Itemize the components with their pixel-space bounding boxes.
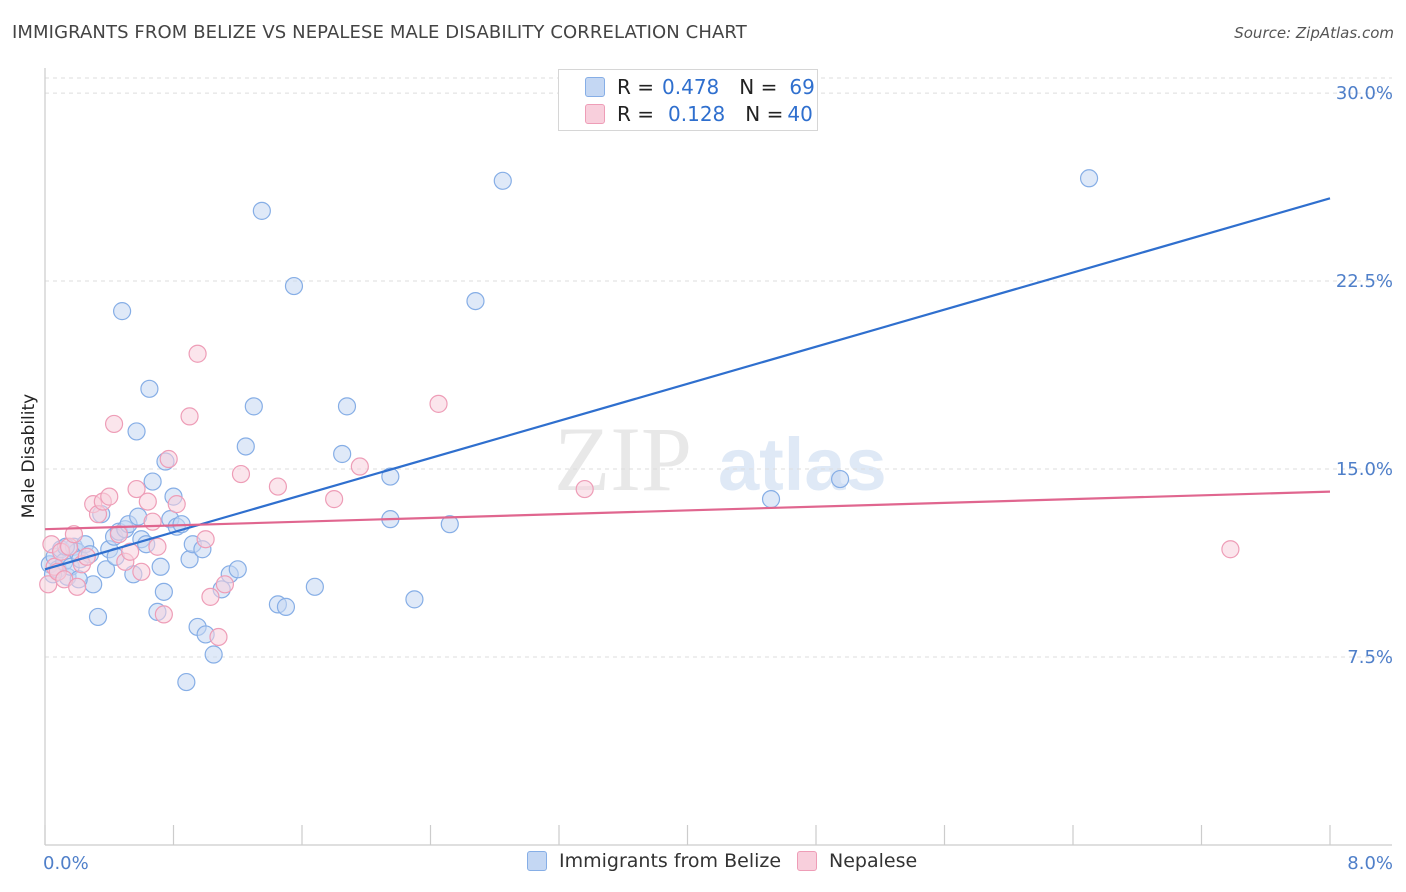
data-point-belize	[177, 672, 196, 692]
data-point-nepalese	[209, 627, 228, 647]
legend-swatch-nepalese	[585, 104, 605, 124]
legend-swatch-belize	[585, 77, 605, 97]
data-point-nepalese	[180, 407, 199, 426]
data-point-nepalese	[1221, 540, 1240, 559]
legend-n-value: 69	[789, 75, 815, 99]
data-point-nepalese	[268, 477, 288, 496]
legend-r-label: R =	[617, 102, 655, 126]
data-point-belize	[88, 607, 108, 627]
data-point-nepalese	[231, 464, 251, 484]
data-point-belize	[466, 292, 485, 311]
data-point-belize	[337, 397, 357, 416]
data-point-belize	[761, 490, 781, 509]
data-point-nepalese	[188, 344, 207, 363]
legend-row-belize: R = 0.478 N = 69	[585, 74, 815, 100]
data-point-nepalese	[121, 542, 140, 561]
data-point-belize	[244, 397, 263, 416]
trend-line-nepalese	[44, 490, 1331, 531]
data-point-belize	[143, 472, 162, 491]
data-point-nepalese	[350, 457, 369, 476]
data-point-nepalese	[132, 562, 151, 581]
data-point-nepalese	[196, 530, 215, 549]
data-point-nepalese	[100, 487, 119, 506]
data-point-belize	[440, 515, 459, 534]
data-point-nepalese	[201, 587, 220, 606]
watermark-zip: ZIP	[554, 408, 692, 510]
y-tick-label: 22.5%	[1336, 271, 1393, 292]
y-tick-label: 30.0%	[1336, 83, 1393, 104]
y-axis-label: Male Disability	[19, 394, 39, 518]
data-point-nepalese	[148, 537, 167, 556]
data-point-nepalese	[575, 479, 594, 499]
data-point-nepalese	[64, 525, 84, 544]
watermark-atlas: atlas	[718, 423, 887, 506]
y-tick-label: 7.5%	[1347, 647, 1393, 668]
data-point-belize	[112, 302, 132, 321]
data-point-belize	[276, 597, 296, 616]
y-tick-label: 15.0%	[1336, 459, 1393, 480]
axis-labels: 7.5% 15.0% 22.5% 30.0% 0.0% 8.0% Male Disabili…	[19, 83, 1393, 874]
data-point-belize	[204, 645, 223, 664]
bottom-legend: Immigrants from Belize Nepalese	[0, 850, 1406, 878]
legend-r-value: 0.128	[668, 102, 726, 126]
legend-n-label: N =	[745, 102, 784, 126]
data-point-belize	[830, 469, 850, 489]
trend-lines	[44, 197, 1331, 571]
data-point-nepalese	[127, 479, 146, 499]
data-point-nepalese	[159, 449, 178, 469]
source-label: Source: ZipAtlas.com	[1234, 24, 1394, 42]
data-point-belize	[140, 379, 159, 398]
data-point-nepalese	[109, 525, 128, 544]
legend-r-value: 0.478	[662, 75, 720, 99]
data-point-belize	[236, 437, 255, 456]
data-point-nepalese	[104, 414, 124, 434]
data-point-belize	[154, 582, 173, 601]
x-tick-label: 8.0%	[1347, 853, 1393, 874]
data-point-belize	[493, 171, 512, 190]
data-point-belize	[96, 560, 116, 579]
trend-line-belize	[44, 197, 1331, 571]
legend-r-label: R =	[617, 75, 655, 99]
data-point-belize	[127, 422, 146, 441]
data-point-belize	[405, 590, 424, 609]
data-point-nepalese	[167, 495, 186, 514]
data-point-belize	[1079, 169, 1099, 188]
axes	[44, 68, 1392, 846]
chart-title: IMMIGRANTS FROM BELIZE VS NEPALESE MALE …	[12, 22, 747, 43]
series-nepalese-points	[39, 344, 1240, 647]
bottom-swatch-nepalese	[797, 851, 817, 871]
data-point-belize	[252, 201, 271, 220]
data-point-nepalese	[143, 512, 162, 531]
data-point-nepalese	[215, 575, 234, 594]
data-point-belize	[305, 577, 324, 596]
legend-n-value: 40	[787, 102, 813, 126]
bottom-legend-nepalese-label: Nepalese	[829, 850, 918, 872]
bottom-swatch-belize	[527, 851, 547, 871]
legend-n-label: N =	[739, 75, 778, 99]
data-point-nepalese	[154, 605, 173, 624]
bottom-legend-belize: Immigrants from Belize	[527, 850, 781, 872]
watermark: ZIP atlas	[554, 408, 887, 510]
data-point-nepalese	[429, 394, 448, 413]
data-point-belize	[151, 557, 170, 576]
legend: R = 0.478 N = 69 R = 0.128 N = 40	[558, 69, 818, 131]
data-point-nepalese	[68, 577, 87, 596]
bottom-legend-nepalese: Nepalese	[797, 850, 917, 872]
grid	[45, 77, 1392, 658]
data-point-belize	[381, 467, 400, 486]
x-tick-label: 0.0%	[43, 853, 89, 874]
bottom-legend-belize-label: Immigrants from Belize	[559, 850, 782, 872]
data-point-belize	[333, 444, 352, 464]
legend-row-nepalese: R = 0.128 N = 40	[585, 101, 813, 127]
data-point-belize	[228, 560, 247, 579]
data-point-nepalese	[325, 490, 344, 509]
data-point-belize	[284, 276, 304, 296]
data-point-nepalese	[138, 492, 157, 511]
